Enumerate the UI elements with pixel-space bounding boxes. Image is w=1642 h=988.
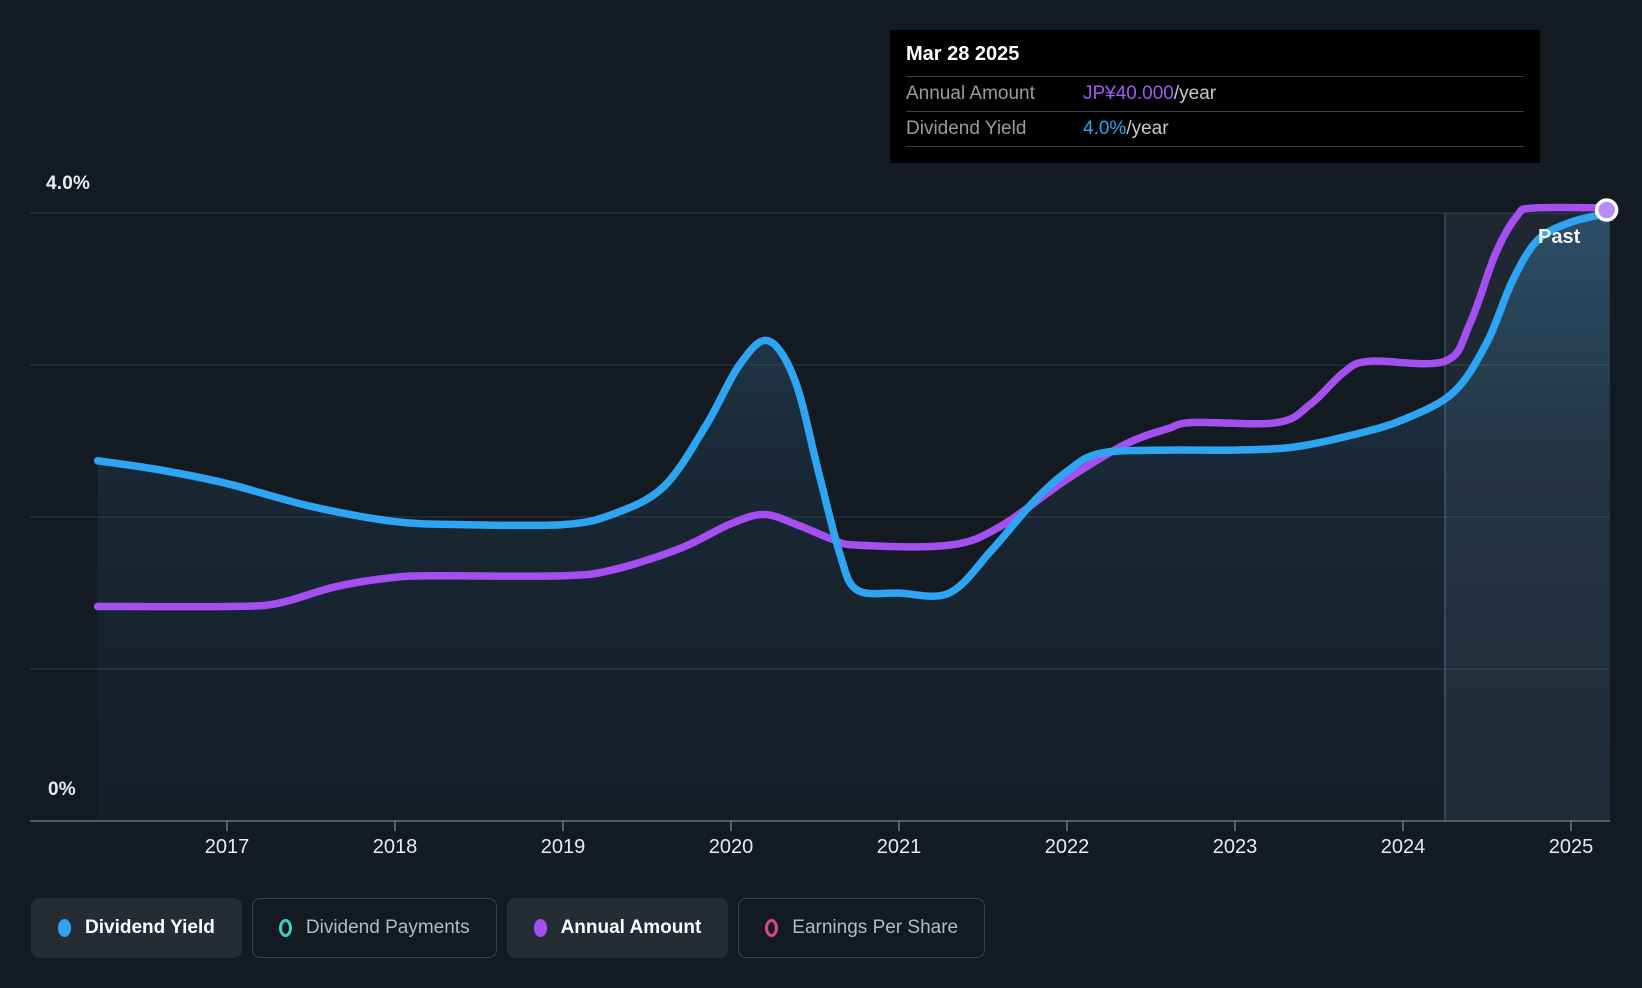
- x-axis-label-2025: 2025: [1531, 836, 1611, 859]
- tooltip-suffix: /year: [1126, 118, 1168, 140]
- x-axis-label-2018: 2018: [355, 836, 435, 859]
- dividend-chart-screen: 4.0% 0% 2017 2018 2019 2020 2021 2022 2023 2024…: [0, 0, 1642, 988]
- dividend-yield-dot-icon: [58, 919, 71, 937]
- tooltip-row-annual-amount: Annual Amount JP¥40.000 /year: [906, 77, 1524, 112]
- tooltip-date: Mar 28 2025: [906, 30, 1524, 77]
- x-axis-label-2021: 2021: [859, 836, 939, 859]
- past-period-label: Past: [1538, 226, 1580, 249]
- x-axis-label-2017: 2017: [187, 836, 267, 859]
- x-axis-label-2023: 2023: [1195, 836, 1275, 859]
- legend-button-annual-amount[interactable]: Annual Amount: [507, 898, 729, 958]
- x-axis-label-2020: 2020: [691, 836, 771, 859]
- legend-bar: Dividend Yield Dividend Payments Annual …: [31, 898, 985, 958]
- annual-amount-dot-icon: [534, 919, 547, 937]
- earnings-per-share-ring-icon: [765, 919, 778, 937]
- legend-label: Earnings Per Share: [792, 917, 958, 939]
- tooltip-value: JP¥40.000: [1083, 83, 1174, 105]
- legend-button-dividend-payments[interactable]: Dividend Payments: [252, 898, 497, 958]
- tooltip-label: Dividend Yield: [906, 118, 1083, 140]
- legend-label: Dividend Payments: [306, 917, 470, 939]
- tooltip-suffix: /year: [1174, 83, 1216, 105]
- x-axis-label-2022: 2022: [1027, 836, 1107, 859]
- legend-label: Annual Amount: [561, 917, 702, 939]
- tooltip-row-dividend-yield: Dividend Yield 4.0% /year: [906, 112, 1524, 147]
- y-axis-label-top: 4.0%: [46, 173, 90, 195]
- x-axis-ticks: [227, 821, 1571, 831]
- legend-label: Dividend Yield: [85, 917, 215, 939]
- x-axis-label-2024: 2024: [1363, 836, 1443, 859]
- tooltip-label: Annual Amount: [906, 83, 1083, 105]
- tooltip-value: 4.0%: [1083, 118, 1126, 140]
- dividend-payments-ring-icon: [279, 919, 292, 937]
- highlight-band: [1445, 213, 1610, 821]
- chart-tooltip: Mar 28 2025 Annual Amount JP¥40.000 /yea…: [890, 30, 1540, 163]
- x-axis-label-2019: 2019: [523, 836, 603, 859]
- end-point-marker[interactable]: [1597, 200, 1617, 220]
- legend-button-earnings-per-share[interactable]: Earnings Per Share: [738, 898, 985, 958]
- legend-button-dividend-yield[interactable]: Dividend Yield: [31, 898, 242, 958]
- y-axis-label-bottom: 0%: [48, 779, 76, 801]
